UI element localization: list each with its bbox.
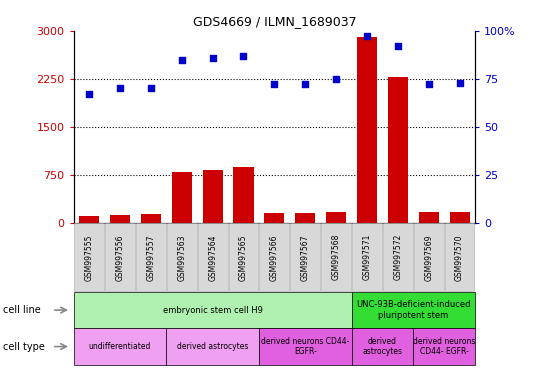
Bar [79,216,99,223]
Text: ■: ■ [74,383,86,384]
Text: UNC-93B-deficient-induced
pluripotent stem: UNC-93B-deficient-induced pluripotent st… [356,300,471,320]
Point [208,55,217,61]
Bar [295,213,315,223]
Bar [110,215,130,223]
Bar [388,77,408,223]
Point [424,81,433,88]
Text: derived
astrocytes: derived astrocytes [363,337,402,356]
Bar [141,214,161,223]
Bar [326,212,346,223]
Text: GSM997572: GSM997572 [393,234,402,280]
Text: GSM997557: GSM997557 [146,234,156,281]
Point [332,76,341,82]
Text: GSM997568: GSM997568 [331,234,341,280]
Text: GSM997567: GSM997567 [301,234,310,281]
Text: GSM997564: GSM997564 [208,234,217,281]
Text: GSM997569: GSM997569 [424,234,433,281]
Text: GSM997570: GSM997570 [455,234,464,281]
Point [363,33,371,40]
Text: GSM997571: GSM997571 [363,234,371,280]
Bar [203,170,223,223]
Text: cell line: cell line [3,305,40,315]
Point [116,85,124,91]
Point [177,56,186,63]
Bar [357,37,377,223]
Text: derived neurons
CD44- EGFR-: derived neurons CD44- EGFR- [413,337,476,356]
Text: GSM997563: GSM997563 [177,234,186,281]
Bar [172,172,192,223]
Text: undifferentiated: undifferentiated [89,342,151,351]
Point [146,85,155,91]
Text: cell type: cell type [3,341,45,352]
Text: GSM997556: GSM997556 [116,234,124,281]
Title: GDS4669 / ILMN_1689037: GDS4669 / ILMN_1689037 [193,15,356,28]
Text: GSM997566: GSM997566 [270,234,279,281]
Point [455,79,464,86]
Point [239,53,248,59]
Text: derived astrocytes: derived astrocytes [177,342,248,351]
Bar [419,212,439,223]
Point [85,91,93,97]
Text: GSM997565: GSM997565 [239,234,248,281]
Text: derived neurons CD44-
EGFR-: derived neurons CD44- EGFR- [261,337,349,356]
Point [301,81,310,88]
Bar [264,213,284,223]
Point [394,43,402,49]
Point [270,81,279,88]
Text: GSM997555: GSM997555 [85,234,94,281]
Bar [449,212,470,223]
Bar [234,167,253,223]
Text: embryonic stem cell H9: embryonic stem cell H9 [163,306,263,314]
